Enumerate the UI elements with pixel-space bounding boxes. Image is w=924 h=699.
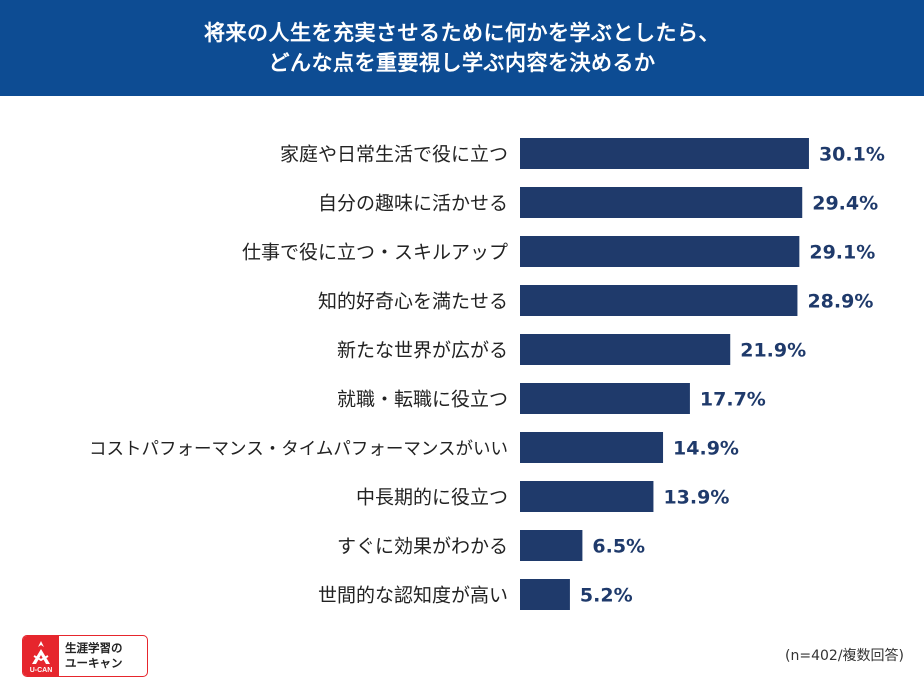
- bar: [520, 187, 803, 218]
- category-label: すぐに効果がわかる: [337, 536, 508, 558]
- bar: [520, 579, 570, 610]
- value-label: 13.9%: [663, 487, 729, 509]
- value-label: 30.1%: [819, 144, 885, 166]
- chart-header: 将来の人生を充実させるために何かを学ぶとしたら、 どんな点を重要視し学ぶ内容を決…: [0, 0, 924, 96]
- bar: [520, 481, 654, 512]
- value-label: 28.9%: [807, 291, 873, 313]
- logo-line-1: 生涯学習の: [65, 641, 123, 655]
- category-label: 中長期的に役立つ: [356, 487, 508, 509]
- ucan-logo: U-CAN 生涯学習の ユーキャン: [22, 635, 148, 677]
- category-label: 仕事で役に立つ・スキルアップ: [242, 242, 508, 264]
- logo-sub-text: U-CAN: [29, 667, 53, 674]
- category-label: 家庭や日常生活で役に立つ: [280, 144, 508, 166]
- category-label: コストパフォーマンス・タイムパフォーマンスがいい: [89, 440, 508, 460]
- value-label: 5.2%: [580, 585, 633, 607]
- bar: [520, 138, 809, 169]
- value-label: 29.1%: [809, 242, 875, 264]
- value-label: 6.5%: [592, 536, 645, 558]
- bar: [520, 383, 690, 414]
- ucan-flame-icon: U-CAN: [23, 636, 59, 676]
- category-label: 知的好奇心を満たせる: [318, 291, 508, 313]
- sample-note: (n=402/複数回答): [785, 648, 904, 664]
- value-label: 17.7%: [700, 389, 766, 411]
- category-label: 新たな世界が広がる: [337, 340, 508, 362]
- chart-title-line-1: 将来の人生を充実させるために何かを学ぶとしたら、: [204, 21, 720, 45]
- bar: [520, 236, 800, 267]
- category-label: 就職・転職に役立つ: [337, 389, 508, 411]
- category-label: 世間的な認知度が高い: [318, 585, 508, 607]
- chart-title-line-2: どんな点を重要視し学ぶ内容を決めるか: [268, 51, 656, 75]
- logo-line-2: ユーキャン: [65, 656, 123, 670]
- value-label: 29.4%: [812, 193, 878, 215]
- bar: [520, 285, 798, 316]
- value-label: 14.9%: [673, 438, 739, 460]
- bar: [520, 530, 583, 561]
- bar: [520, 432, 664, 463]
- bar: [520, 334, 731, 365]
- value-label: 21.9%: [740, 340, 806, 362]
- category-label: 自分の趣味に活かせる: [318, 193, 508, 215]
